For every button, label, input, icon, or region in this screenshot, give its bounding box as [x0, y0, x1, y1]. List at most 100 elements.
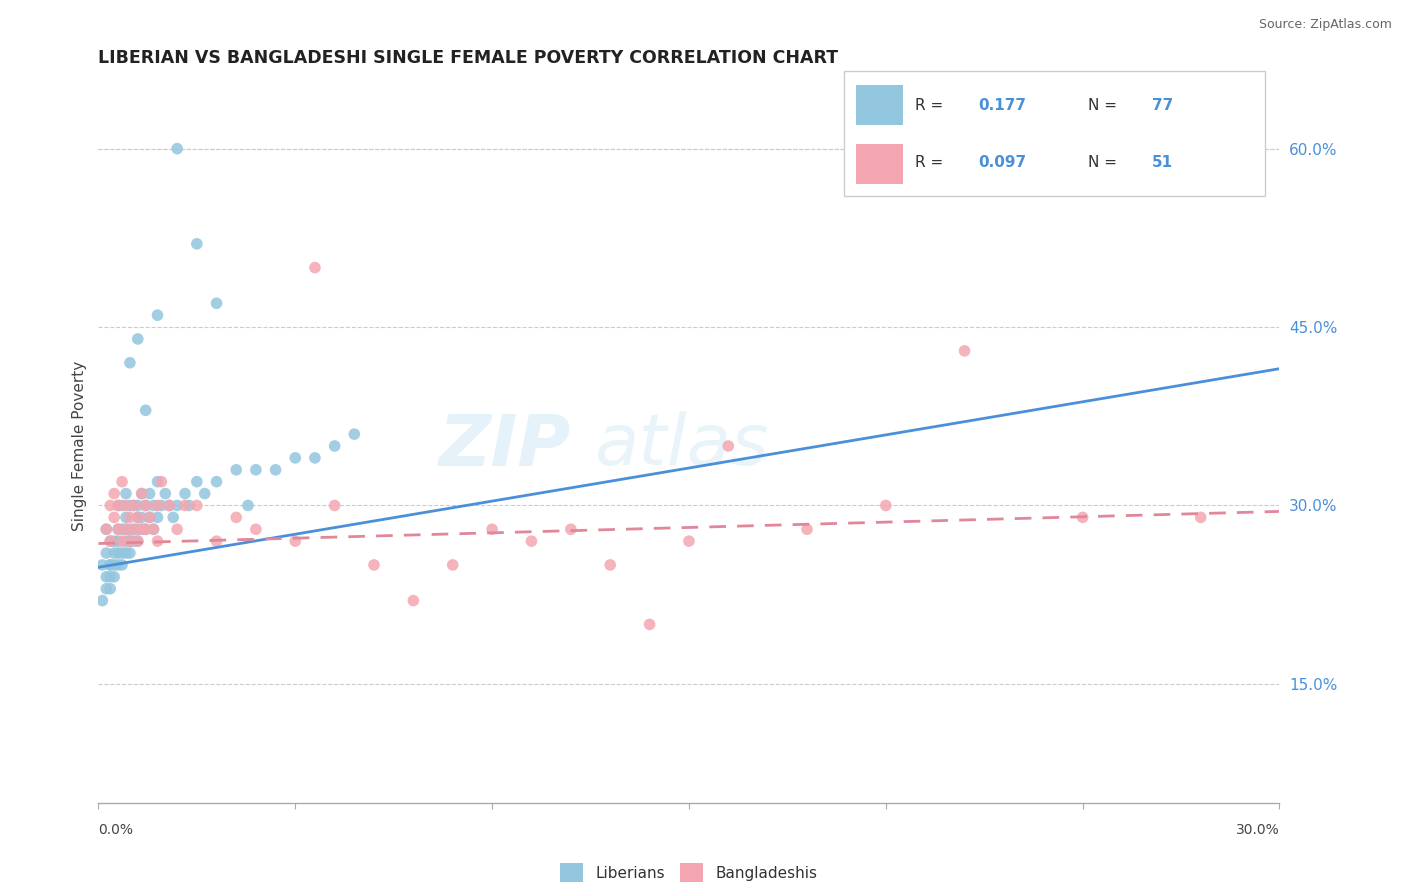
- Point: [186, 475, 208, 489]
- Point: [131, 522, 153, 536]
- Point: [157, 499, 180, 513]
- Point: [103, 534, 125, 549]
- Point: [186, 499, 208, 513]
- Point: [225, 463, 247, 477]
- Point: [122, 522, 145, 536]
- Point: [323, 499, 346, 513]
- Point: [115, 534, 138, 549]
- Point: [441, 558, 464, 572]
- Text: ZIP: ZIP: [439, 411, 571, 481]
- Point: [118, 522, 141, 536]
- Point: [118, 356, 141, 370]
- Point: [186, 236, 208, 251]
- Text: Source: ZipAtlas.com: Source: ZipAtlas.com: [1258, 18, 1392, 31]
- Point: [796, 522, 818, 536]
- Point: [115, 522, 138, 536]
- Point: [599, 558, 621, 572]
- Point: [91, 558, 114, 572]
- Point: [1071, 510, 1094, 524]
- Point: [142, 522, 165, 536]
- Point: [363, 558, 385, 572]
- Point: [111, 499, 134, 513]
- Point: [111, 522, 134, 536]
- Point: [127, 534, 149, 549]
- Point: [142, 522, 165, 536]
- Point: [205, 296, 228, 310]
- Point: [135, 499, 157, 513]
- Legend: Liberians, Bangladeshis: Liberians, Bangladeshis: [554, 857, 824, 888]
- Point: [481, 522, 503, 536]
- Point: [118, 534, 141, 549]
- Point: [122, 522, 145, 536]
- Point: [103, 570, 125, 584]
- Point: [717, 439, 740, 453]
- Point: [166, 522, 188, 536]
- Point: [118, 534, 141, 549]
- Point: [138, 486, 160, 500]
- Point: [264, 463, 287, 477]
- Point: [304, 260, 326, 275]
- Point: [122, 499, 145, 513]
- Point: [678, 534, 700, 549]
- Text: N =: N =: [1088, 155, 1118, 170]
- Point: [98, 534, 121, 549]
- Point: [236, 499, 259, 513]
- Point: [166, 499, 188, 513]
- Point: [245, 522, 267, 536]
- Text: 0.097: 0.097: [979, 155, 1026, 170]
- Y-axis label: Single Female Poverty: Single Female Poverty: [72, 361, 87, 531]
- Point: [131, 510, 153, 524]
- Point: [157, 499, 180, 513]
- Point: [103, 510, 125, 524]
- Point: [205, 534, 228, 549]
- Point: [118, 499, 141, 513]
- Point: [111, 475, 134, 489]
- Point: [135, 522, 157, 536]
- Point: [402, 593, 425, 607]
- Point: [107, 499, 129, 513]
- Point: [98, 558, 121, 572]
- Point: [174, 499, 197, 513]
- Point: [135, 499, 157, 513]
- Point: [111, 558, 134, 572]
- Text: 77: 77: [1152, 97, 1173, 112]
- Point: [107, 546, 129, 560]
- Point: [131, 486, 153, 500]
- Point: [177, 499, 200, 513]
- Point: [135, 522, 157, 536]
- Point: [115, 486, 138, 500]
- Point: [194, 486, 217, 500]
- Point: [122, 534, 145, 549]
- Point: [245, 463, 267, 477]
- Point: [107, 522, 129, 536]
- Point: [111, 534, 134, 549]
- Point: [107, 499, 129, 513]
- Point: [174, 486, 197, 500]
- FancyBboxPatch shape: [844, 71, 1265, 196]
- Point: [1189, 510, 1212, 524]
- Point: [155, 486, 177, 500]
- Point: [150, 499, 173, 513]
- Point: [103, 558, 125, 572]
- Point: [98, 558, 121, 572]
- Point: [127, 510, 149, 524]
- Point: [146, 499, 169, 513]
- Point: [127, 510, 149, 524]
- Point: [96, 546, 118, 560]
- Point: [98, 570, 121, 584]
- Point: [91, 593, 114, 607]
- Point: [107, 522, 129, 536]
- Point: [138, 510, 160, 524]
- Point: [98, 534, 121, 549]
- Point: [304, 450, 326, 465]
- Point: [98, 582, 121, 596]
- Point: [323, 439, 346, 453]
- Point: [343, 427, 366, 442]
- Text: 51: 51: [1152, 155, 1173, 170]
- Point: [162, 510, 184, 524]
- Point: [118, 534, 141, 549]
- Point: [284, 534, 307, 549]
- Point: [122, 499, 145, 513]
- Point: [107, 558, 129, 572]
- Point: [138, 510, 160, 524]
